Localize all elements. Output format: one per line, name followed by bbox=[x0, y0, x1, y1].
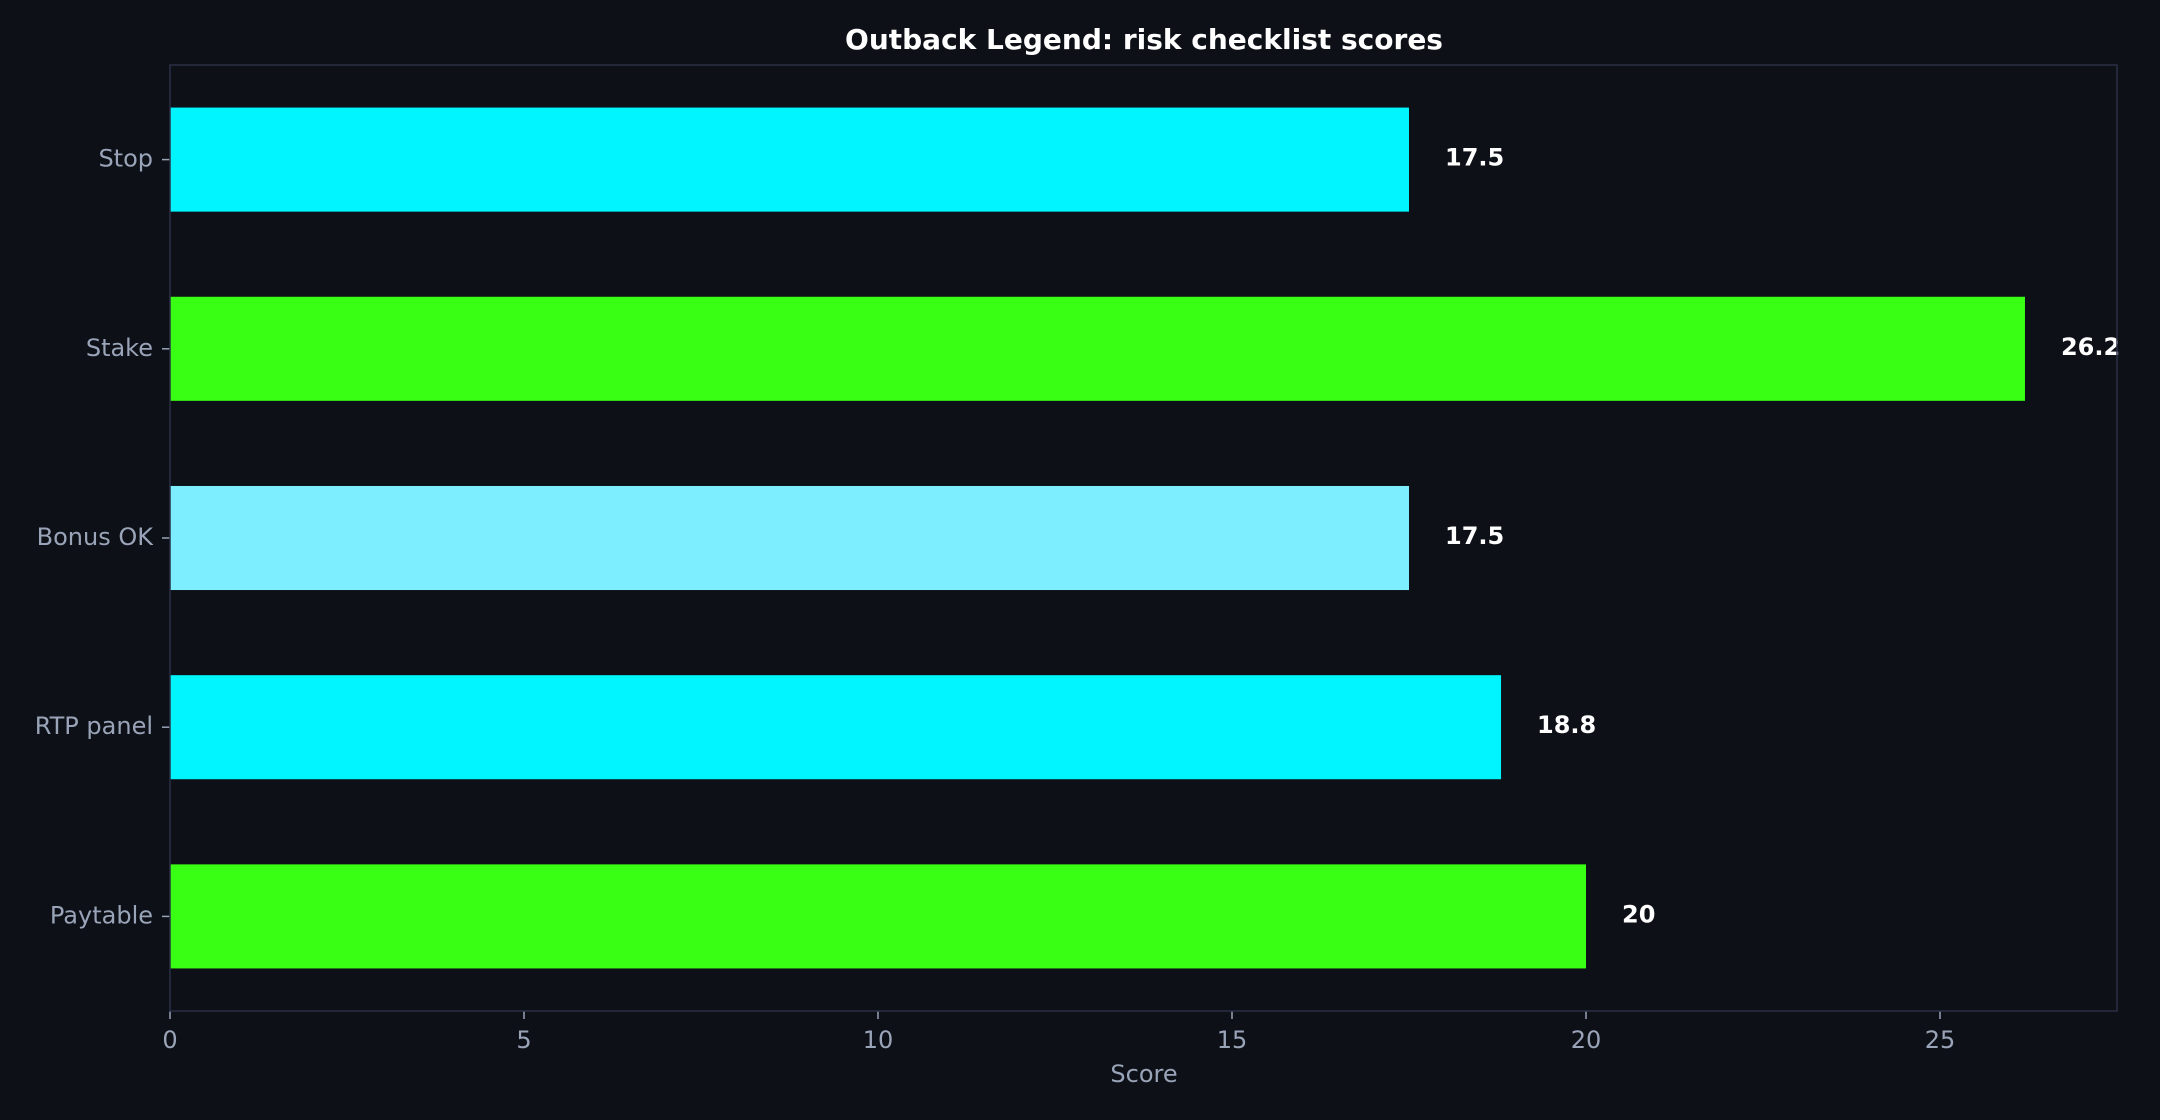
bar-paytable bbox=[170, 864, 1586, 969]
y-axis: Paytable RTP panel Bonus OK Stake Stop bbox=[35, 145, 170, 929]
axes-frame bbox=[169, 64, 2118, 1012]
y-tick-label: Stop bbox=[98, 145, 153, 173]
bar-stake bbox=[170, 296, 2025, 401]
data-label: 26.2 bbox=[2061, 333, 2120, 361]
x-axis-label: Score bbox=[1110, 1060, 1177, 1088]
x-tick-label: 0 bbox=[162, 1026, 177, 1054]
data-label: 17.5 bbox=[1445, 522, 1504, 550]
x-tick-label: 5 bbox=[516, 1026, 531, 1054]
x-tick-label: 25 bbox=[1925, 1026, 1956, 1054]
x-axis: 0 5 10 15 20 25 bbox=[162, 1011, 1955, 1054]
x-tick-label: 20 bbox=[1571, 1026, 1602, 1054]
x-tick-label: 10 bbox=[863, 1026, 894, 1054]
x-tick-label: 15 bbox=[1217, 1026, 1248, 1054]
y-tick-label: Paytable bbox=[50, 901, 153, 929]
bar-bonus-ok bbox=[170, 485, 1409, 591]
chart-title: Outback Legend: risk checklist scores bbox=[845, 23, 1443, 56]
bar-rtp-panel bbox=[170, 675, 1502, 780]
data-labels-layer: 20 18.8 17.5 26.2 17.5 bbox=[1445, 144, 2120, 929]
data-label: 17.5 bbox=[1445, 144, 1504, 172]
y-tick-label: Bonus OK bbox=[37, 523, 155, 551]
bar-stop bbox=[170, 107, 1409, 212]
y-tick-label: RTP panel bbox=[35, 712, 153, 740]
y-tick-label: Stake bbox=[86, 334, 153, 362]
bars-layer bbox=[170, 107, 2025, 969]
data-label: 20 bbox=[1622, 900, 1655, 928]
data-label: 18.8 bbox=[1537, 711, 1596, 739]
